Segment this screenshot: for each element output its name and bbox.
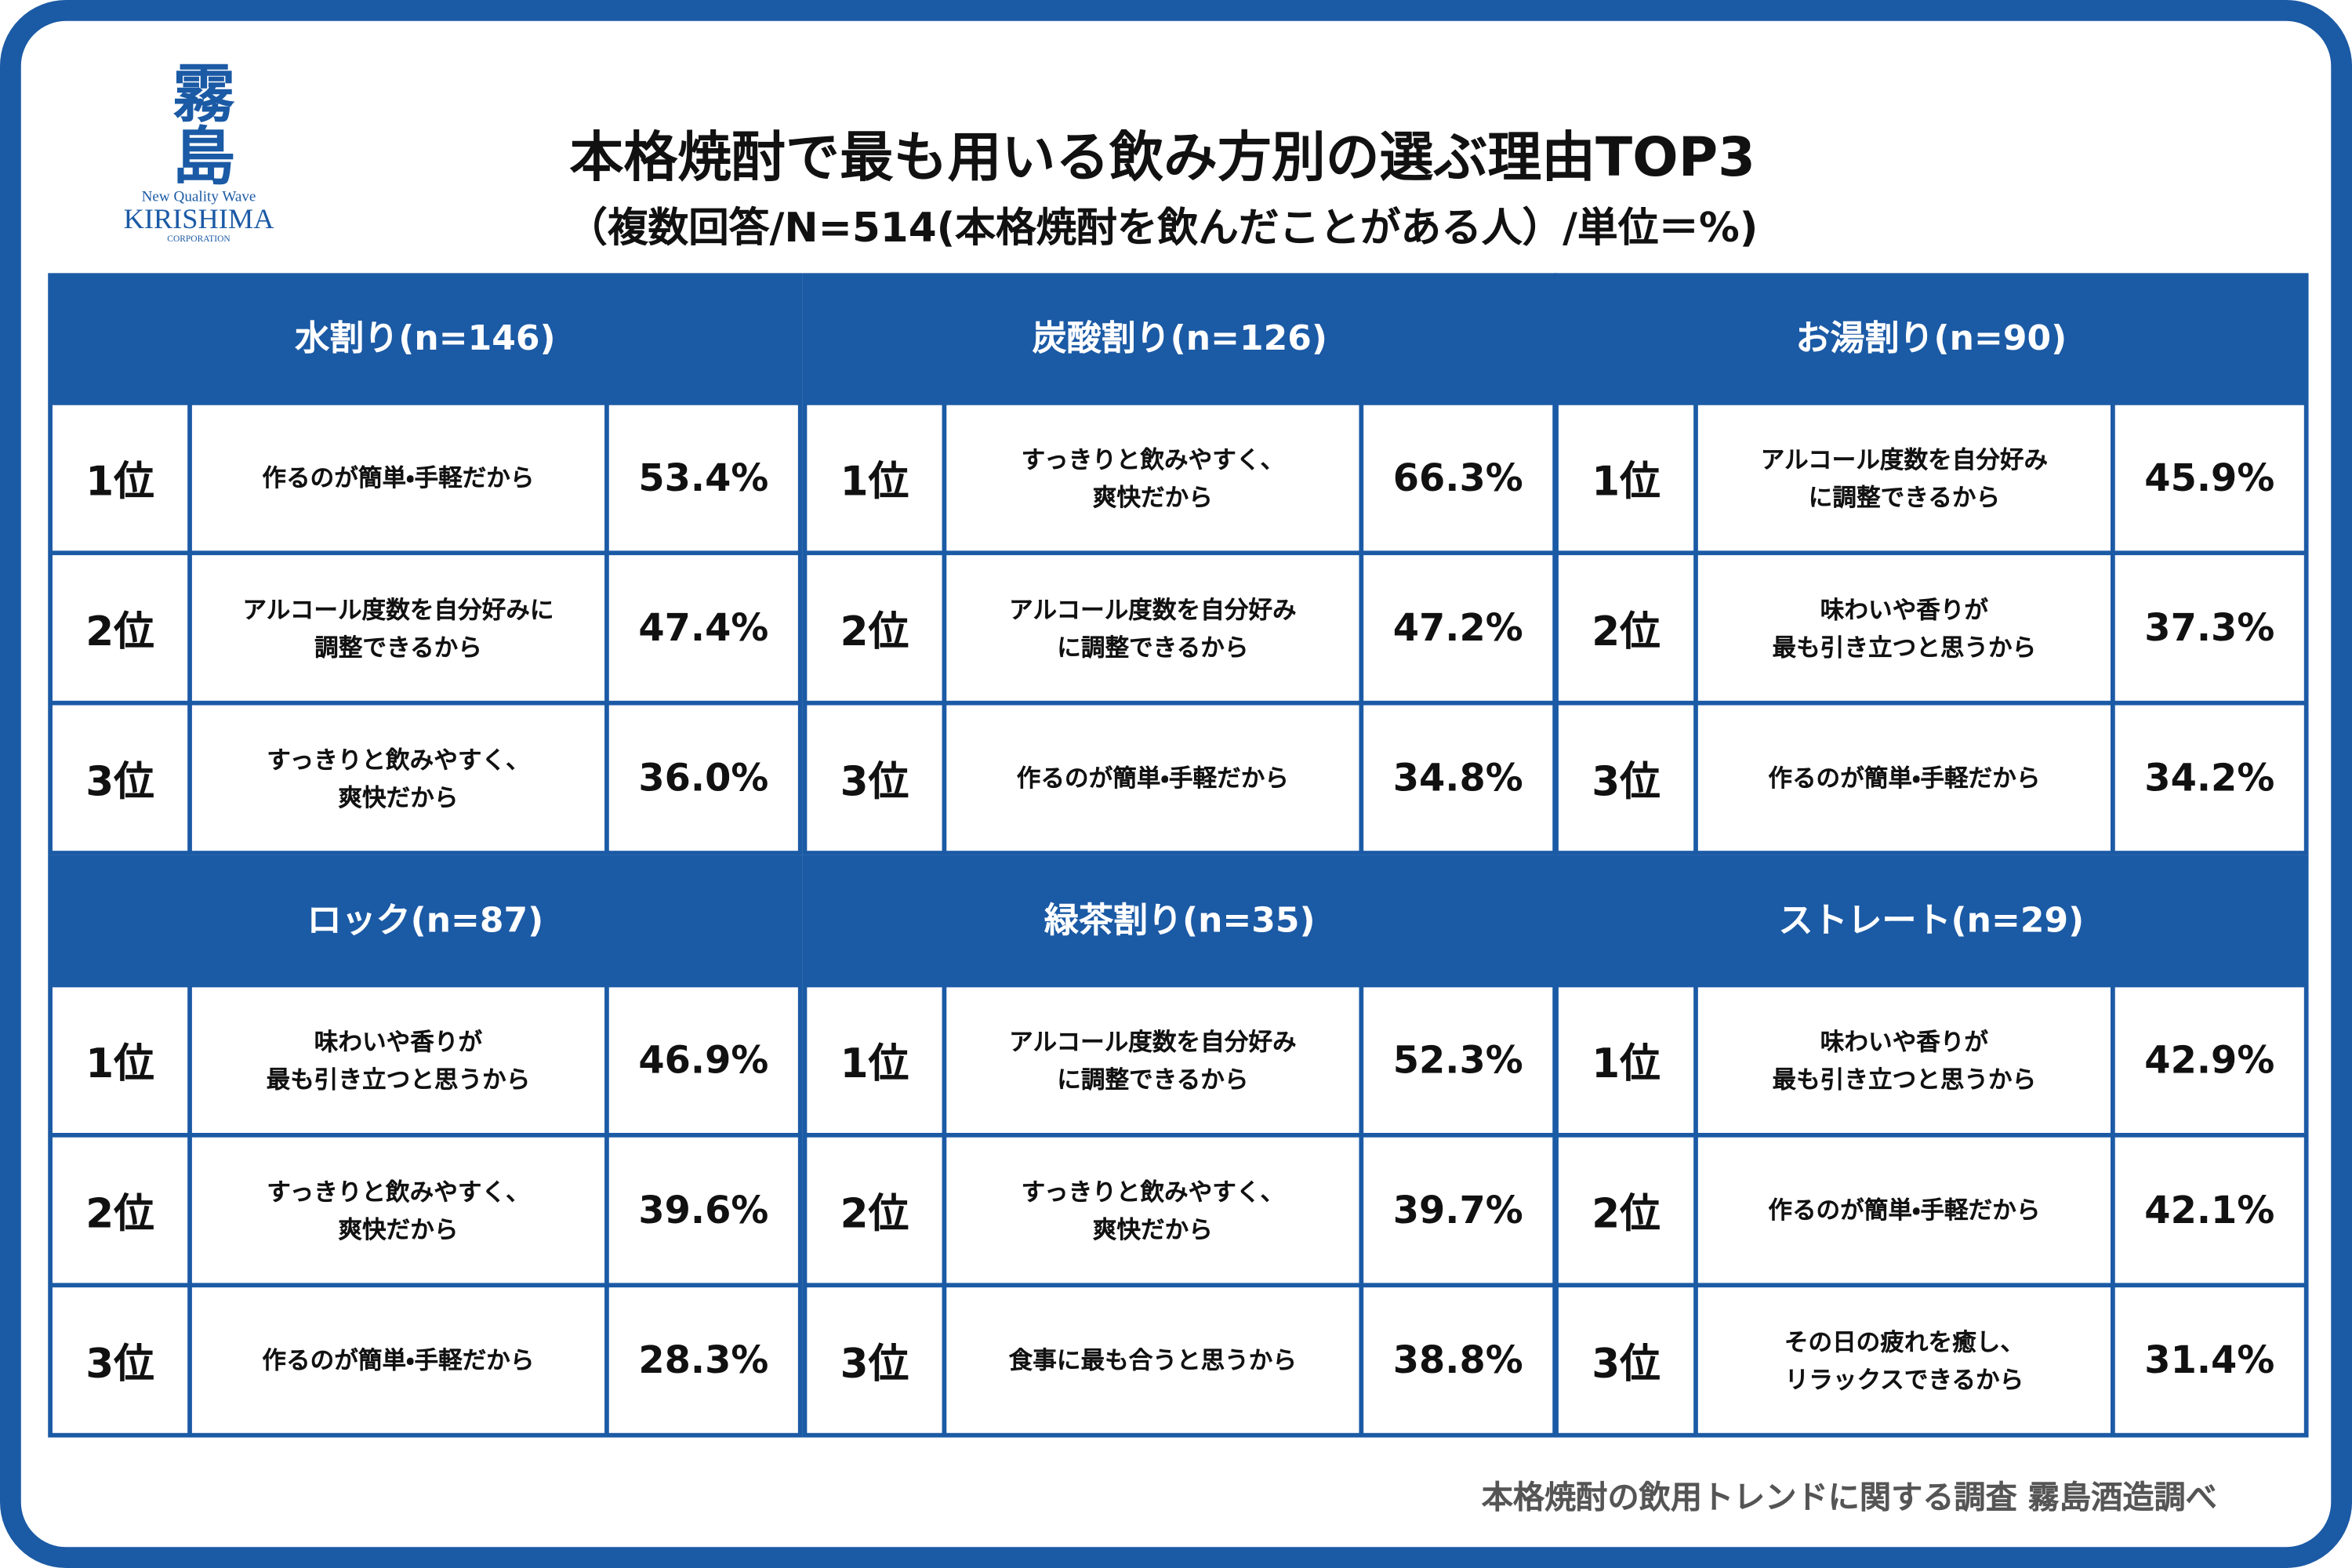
rank: 3位: [1558, 1287, 1694, 1433]
rank: 2位: [1558, 555, 1694, 701]
value: 47.2%: [1363, 555, 1553, 701]
title: 本格焼酎で最も用いる飲み方別の選ぶ理由TOP3: [569, 127, 1756, 190]
reason: 味わいや香りが 最も引き立つと思うから: [191, 987, 605, 1133]
logo: 霧島 New Quality Wave KIRISHIMA CORPORATIO…: [112, 57, 285, 245]
reason: すっきりと飲みやすく、 爽快だから: [191, 705, 605, 851]
panel-title: 緑茶割り(n=35): [1044, 902, 1316, 942]
reason: 作るのが簡単・手軽だから: [946, 705, 1359, 851]
rank: 3位: [52, 705, 188, 851]
rank: 1位: [807, 405, 942, 551]
reason: 作るのが簡単・手軽だから: [191, 1287, 605, 1433]
panel-grid: 1位 アルコール度数を自分好み に調整できるから 45.9% 2位 味わいや香りが 最も…: [1554, 405, 2308, 855]
panel: 水割り(n=146) 1位 作るのが簡単・手軽だから 53.4% 2位 アルコール度数を自…: [48, 273, 803, 855]
value: 39.6%: [608, 1137, 798, 1283]
panel-grid: 1位 作るのが簡単・手軽だから 53.4% 2位 アルコール度数を自分好みに 調整できる…: [48, 405, 802, 855]
rank: 3位: [52, 1287, 188, 1433]
value: 37.3%: [2114, 555, 2304, 701]
panel-title: 水割り(n=146): [295, 319, 556, 359]
value: 42.1%: [2114, 1137, 2304, 1283]
value: 34.8%: [1363, 705, 1553, 851]
rank: 3位: [1558, 705, 1694, 851]
rank: 2位: [807, 555, 942, 701]
rank: 3位: [807, 705, 942, 851]
value: 52.3%: [1363, 987, 1553, 1133]
panel-grid: 1位 アルコール度数を自分好み に調整できるから 52.3% 2位 すっきりと飲みやすく…: [803, 987, 1557, 1437]
rank: 1位: [52, 405, 188, 551]
value: 66.3%: [1363, 405, 1553, 551]
rank: 2位: [807, 1137, 942, 1283]
logo-tagline: New Quality Wave: [141, 189, 256, 206]
reason: アルコール度数を自分好み に調整できるから: [1697, 405, 2111, 551]
reason: 味わいや香りが 最も引き立つと思うから: [1697, 555, 2111, 701]
footer: 本格焼酎の飲用トレンドに関する調査 霧島酒造調べ: [1481, 1479, 2217, 1516]
rank: 1位: [807, 987, 942, 1133]
reason: その日の疲れを癒し、 リラックスできるから: [1697, 1287, 2111, 1433]
panel: ロック(n=87) 1位 味わいや香りが 最も引き立つと思うから 46.9% 2位 すっき…: [48, 855, 803, 1438]
panel: 緑茶割り(n=35) 1位 アルコール度数を自分好み に調整できるから 52.3% 2位…: [802, 855, 1558, 1438]
rank: 2位: [1558, 1137, 1694, 1283]
panel: ストレート(n=29) 1位 味わいや香りが 最も引き立つと思うから 42.9% 2位作…: [1554, 855, 2309, 1438]
rank: 3位: [807, 1287, 942, 1433]
rank: 1位: [1558, 405, 1694, 551]
rank: 2位: [52, 1137, 188, 1283]
reason: 作るのが簡単・手軽だから: [1697, 1137, 2111, 1283]
panel: 炭酸割り(n=126) 1位 すっきりと飲みやすく、 爽快だから 66.3% 2位 アルコ…: [802, 273, 1558, 855]
value: 46.9%: [608, 987, 798, 1133]
reason: すっきりと飲みやすく、 爽快だから: [946, 405, 1359, 551]
reason: 味わいや香りが 最も引き立つと思うから: [1697, 987, 2111, 1133]
value: 42.9%: [2114, 987, 2304, 1133]
value: 28.3%: [608, 1287, 798, 1433]
panel-grid: 1位 味わいや香りが 最も引き立つと思うから 46.9% 2位 すっきりと飲みやすく、 …: [48, 987, 802, 1437]
reason: アルコール度数を自分好みに 調整できるから: [191, 555, 605, 701]
panel-title: 炭酸割り(n=126): [1032, 319, 1327, 359]
value: 34.2%: [2114, 705, 2304, 851]
subtitle: （複数回答/N=514(本格焼酎を飲んだことがある人）/単位＝%): [567, 205, 1759, 252]
reason: 作るのが簡単・手軽だから: [191, 405, 605, 551]
panel: お湯割り(n=90) 1位 アルコール度数を自分好み に調整できるから 45.9% 2位…: [1554, 273, 2309, 855]
value: 31.4%: [2114, 1287, 2304, 1433]
reason: 食事に最も合うと思うから: [946, 1287, 1359, 1433]
value: 47.4%: [608, 555, 798, 701]
value: 36.0%: [608, 705, 798, 851]
reason: アルコール度数を自分好み に調整できるから: [946, 987, 1359, 1133]
rank: 1位: [1558, 987, 1694, 1133]
reason: アルコール度数を自分好み に調整できるから: [946, 555, 1359, 701]
panel-grid: 1位 味わいや香りが 最も引き立つと思うから 42.9% 2位 作るのが簡単・手軽だから…: [1554, 987, 2308, 1437]
panel-title: ストレート(n=29): [1778, 902, 2085, 942]
value: 39.7%: [1363, 1137, 1553, 1283]
value: 38.8%: [1363, 1287, 1553, 1433]
rank: 1位: [52, 987, 188, 1133]
rank: 2位: [52, 555, 188, 701]
panel-title: お湯割り(n=90): [1795, 319, 2067, 359]
panel-grid: 1位 すっきりと飲みやすく、 爽快だから 66.3% 2位 アルコール度数を自分好み に…: [803, 405, 1557, 855]
reason: 作るのが簡単・手軽だから: [1697, 705, 2111, 851]
logo-corp: CORPORATION: [167, 235, 230, 245]
logo-name: KIRISHIMA: [123, 204, 274, 236]
reason: すっきりと飲みやすく、 爽快だから: [946, 1137, 1359, 1283]
reason: すっきりと飲みやすく、 爽快だから: [191, 1137, 605, 1283]
panel-title: ロック(n=87): [307, 902, 544, 942]
value: 45.9%: [2114, 405, 2304, 551]
logo-mark: 霧島: [162, 60, 237, 187]
value: 53.4%: [608, 405, 798, 551]
